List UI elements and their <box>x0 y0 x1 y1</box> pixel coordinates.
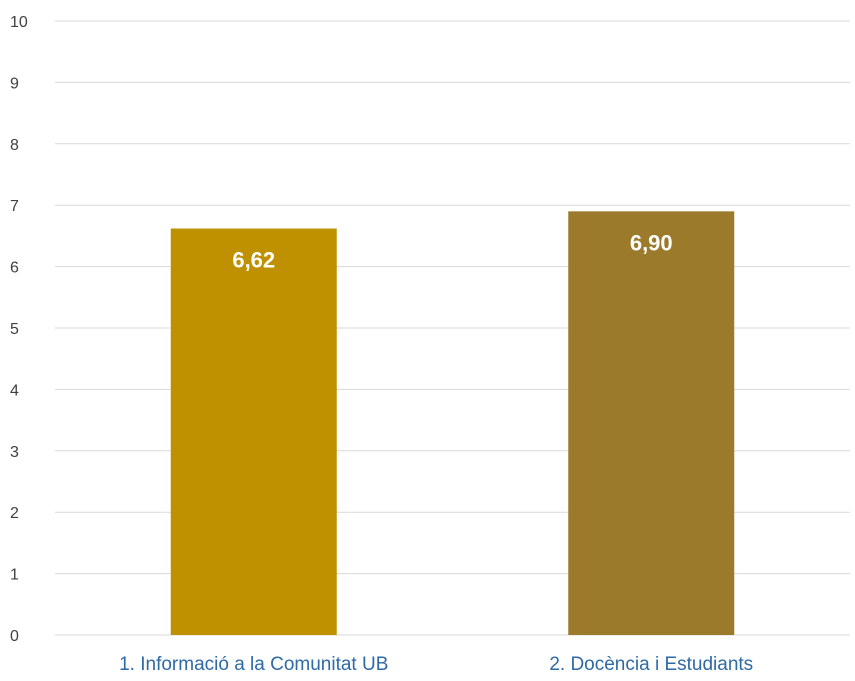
data-labels: 6,62 6,90 <box>232 230 672 272</box>
bar-2 <box>568 211 735 635</box>
data-label-1: 6,62 <box>232 248 275 273</box>
bars <box>170 211 735 636</box>
y-tick-label: 5 <box>10 321 19 338</box>
y-tick-label: 7 <box>10 198 19 215</box>
data-label-2: 6,90 <box>630 230 673 255</box>
x-tick-label-2: 2. Docència i Estudiants <box>549 654 753 675</box>
y-tick-label: 4 <box>10 382 19 399</box>
x-axis-ticks: 1. Informació a la Comunitat UB 2. Docènc… <box>119 654 753 675</box>
y-tick-label: 2 <box>10 505 19 522</box>
bar-1 <box>170 228 337 636</box>
y-axis-ticks: 0 1 2 3 4 5 6 7 8 9 10 <box>10 14 28 645</box>
x-tick-label-1: 1. Informació a la Comunitat UB <box>119 654 388 675</box>
y-tick-label: 8 <box>10 137 19 154</box>
y-tick-label: 9 <box>10 75 19 92</box>
y-tick-label: 1 <box>10 567 19 584</box>
y-tick-label: 10 <box>10 14 28 31</box>
y-tick-label: 6 <box>10 260 19 277</box>
y-tick-label: 0 <box>10 628 19 645</box>
y-tick-label: 3 <box>10 444 19 461</box>
